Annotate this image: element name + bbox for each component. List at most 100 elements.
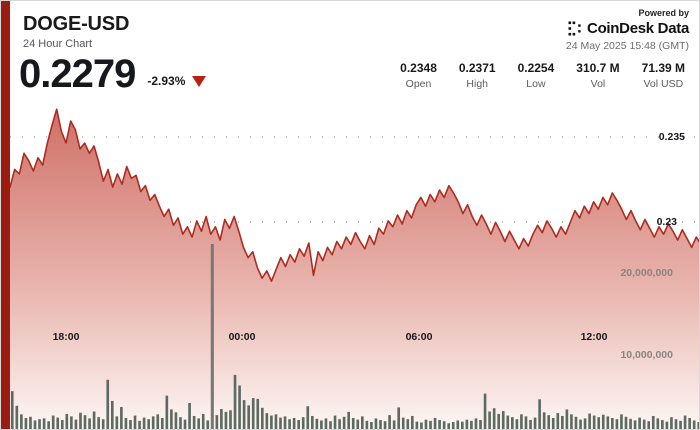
volume-bar: [201, 413, 205, 429]
volume-bar: [429, 420, 432, 429]
volume-bar: [92, 411, 96, 429]
volume-bar: [329, 421, 332, 429]
volume-bar: [365, 420, 369, 429]
volume-bar: [615, 419, 619, 429]
volume-bar: [88, 418, 91, 429]
volume-bar: [65, 413, 69, 429]
volume-bar: [511, 417, 514, 429]
stat-label: High: [466, 78, 489, 90]
volume-bar: [133, 415, 137, 429]
volume-bar: [465, 419, 469, 429]
volume-bar: [533, 417, 537, 429]
stat-label: Low: [526, 78, 546, 90]
volume-bar: [588, 413, 591, 429]
volume-bar: [124, 417, 128, 429]
volume-bar: [629, 418, 632, 429]
volume-bar: [29, 416, 32, 429]
volume-bar: [361, 416, 364, 429]
price-axis-tick-1: 0.23: [656, 216, 677, 228]
volume-bar: [483, 393, 487, 429]
time-axis-tick-3: 12:00: [580, 331, 608, 343]
volume-bar: [20, 414, 23, 429]
stat-value: 0.2348: [400, 61, 437, 75]
volume-bar: [674, 419, 678, 429]
volume-bar: [129, 420, 132, 429]
volume-bar: [529, 420, 532, 429]
volume-bar: [183, 419, 187, 429]
volume-bar: [74, 419, 78, 429]
volume-bar: [206, 420, 210, 429]
volume-bar: [38, 419, 41, 429]
stat-value: 0.2371: [458, 61, 496, 75]
volume-bar: [279, 417, 282, 429]
stat-low: 0.2254 Low: [518, 61, 555, 91]
volume-bar: [174, 412, 178, 429]
stat-value: 71.39 M: [641, 61, 685, 75]
volume-bar: [497, 413, 501, 429]
volume-bar: [401, 417, 405, 429]
volume-bar: [451, 422, 455, 429]
price-axis-tick-0: 0.235: [658, 131, 685, 143]
volume-bar: [697, 422, 699, 429]
volume-bar: [274, 414, 278, 429]
volume-bar: [651, 415, 655, 429]
volume-bar: [374, 418, 378, 429]
volume-bar: [79, 412, 82, 429]
volume-bar: [670, 417, 673, 429]
volume-bar: [115, 416, 119, 429]
volume-bar: [42, 418, 46, 429]
volume-bar: [147, 419, 150, 429]
volume-bar: [633, 420, 637, 429]
volume-bar: [197, 418, 200, 429]
volume-bar: [556, 413, 560, 429]
volume-bar: [638, 417, 641, 429]
volume-bar: [661, 420, 664, 429]
volume-bar: [265, 413, 269, 429]
volume-bar: [142, 417, 146, 429]
volume-bar: [188, 402, 191, 429]
volume-bar: [15, 405, 19, 429]
volume-bar: [647, 421, 651, 429]
volume-bar: [415, 421, 419, 429]
volume-bar: [461, 421, 464, 429]
volume-bar: [620, 414, 623, 429]
volume-bar: [515, 419, 519, 429]
volume-bar: [442, 421, 446, 429]
volume-axis-tick-0: 20,000,000: [620, 267, 673, 279]
volume-bar: [138, 420, 141, 429]
volume-bar: [338, 419, 341, 429]
volume-bar: [47, 421, 50, 429]
volume-bar: [306, 406, 310, 429]
volume-bar: [310, 415, 314, 429]
volume-bar: [683, 415, 687, 429]
volume-bar: [83, 415, 87, 429]
price-area-fill: [10, 109, 699, 429]
price-line: [9, 108, 699, 282]
volume-bar: [565, 409, 569, 429]
volume-bar: [538, 399, 541, 429]
volume-bar: [379, 420, 382, 429]
volume-bar: [247, 405, 250, 429]
volume-bar: [456, 420, 460, 429]
volume-bar: [679, 420, 682, 429]
volume-bar: [574, 416, 578, 429]
volume-bar: [106, 379, 110, 429]
volume-bar: [692, 420, 696, 429]
volume-bar: [501, 411, 505, 429]
volume-bar: [51, 415, 55, 429]
volume-bar: [333, 415, 337, 429]
volume-bar: [283, 416, 287, 429]
stat-value: 310.7 M: [576, 61, 620, 75]
volume-bar: [433, 417, 437, 429]
volume-bar: [101, 419, 105, 429]
volume-bar: [447, 423, 451, 429]
volume-bar: [251, 398, 255, 429]
volume-bar: [547, 415, 551, 429]
volume-bar: [233, 374, 237, 429]
volume-bar: [492, 408, 496, 429]
volume-bar: [220, 409, 223, 429]
volume-bar: [561, 415, 564, 429]
volume-axis-tick-1: 10,000,000: [620, 349, 673, 361]
